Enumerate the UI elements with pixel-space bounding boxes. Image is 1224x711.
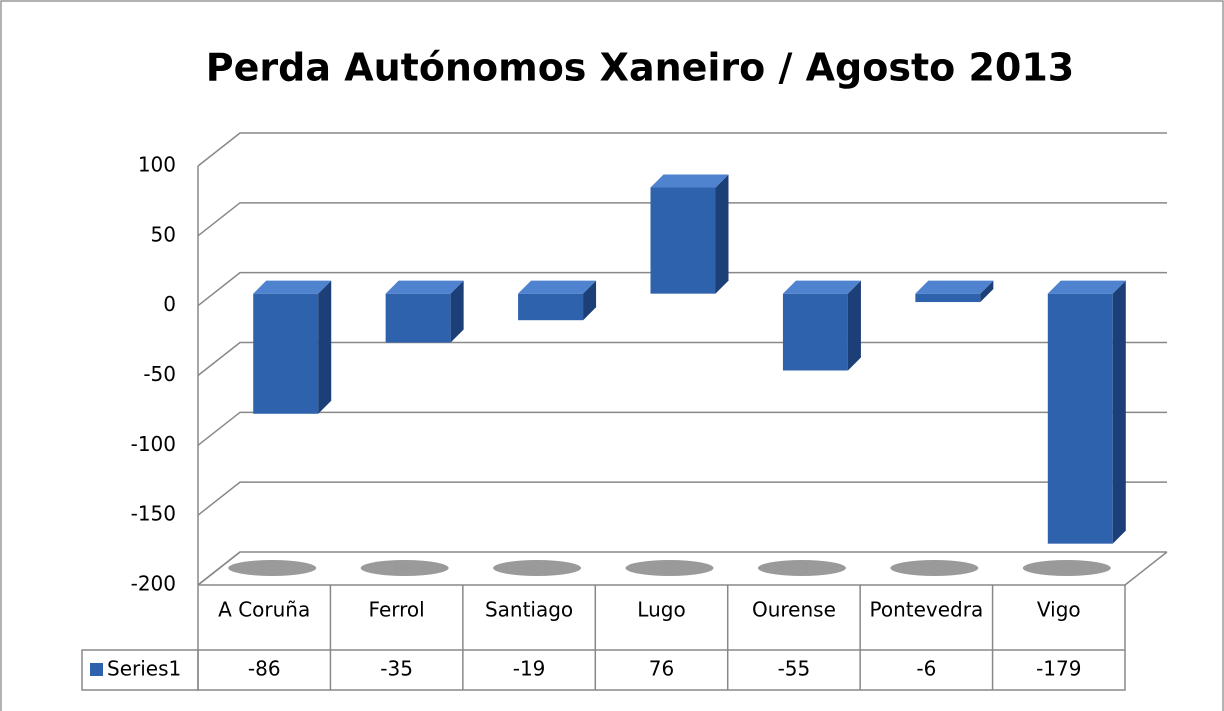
y-tick-label: 50 bbox=[151, 222, 176, 246]
bar-top bbox=[518, 280, 597, 294]
floor-edge bbox=[1124, 551, 1168, 586]
table-value: -35 bbox=[380, 657, 413, 681]
legend-label: Series1 bbox=[107, 657, 181, 681]
x-tick-label: Ourense bbox=[752, 598, 836, 622]
x-tick-label: Pontevedra bbox=[869, 598, 983, 622]
legend-cell bbox=[81, 649, 199, 691]
bar-shadow bbox=[228, 560, 317, 576]
bar-side bbox=[980, 280, 994, 303]
bar bbox=[360, 280, 464, 576]
bar-top bbox=[782, 280, 861, 294]
x-tick-label: Santiago bbox=[485, 598, 573, 622]
x-tick-label: Lugo bbox=[637, 598, 685, 622]
bar-front bbox=[518, 293, 584, 321]
bar-shadow bbox=[360, 560, 449, 576]
grid-line bbox=[197, 551, 1167, 586]
y-tick-label: 0 bbox=[163, 292, 176, 316]
bar-shadow bbox=[757, 560, 846, 576]
bar-front bbox=[782, 293, 848, 371]
bar bbox=[890, 280, 994, 576]
table-value: -179 bbox=[1036, 657, 1081, 681]
grid-line bbox=[197, 481, 1167, 516]
bar-side bbox=[318, 280, 332, 414]
bar bbox=[625, 174, 729, 576]
grid-line bbox=[197, 202, 1167, 237]
bar-front bbox=[1047, 293, 1113, 544]
bar-front bbox=[253, 293, 319, 414]
bar-front bbox=[650, 187, 716, 294]
bar bbox=[493, 280, 597, 576]
grid-line bbox=[197, 271, 1167, 307]
table-value: 76 bbox=[649, 657, 674, 681]
y-tick-label: -150 bbox=[131, 502, 176, 526]
x-tick-label: Vigo bbox=[1037, 598, 1081, 622]
bar-top bbox=[1047, 280, 1126, 294]
bar-shadow bbox=[625, 560, 714, 576]
bar-side bbox=[847, 280, 861, 371]
bar-side bbox=[450, 280, 464, 343]
grid-line bbox=[197, 411, 1167, 446]
table-border bbox=[197, 585, 1126, 691]
table-value: -55 bbox=[778, 657, 811, 681]
y-tick-label: -100 bbox=[131, 432, 176, 456]
bar-shadow bbox=[1022, 560, 1111, 576]
y-tick-label: 100 bbox=[138, 153, 176, 177]
bar-top bbox=[915, 280, 994, 294]
grid-line bbox=[197, 132, 1167, 167]
y-tick-label: -200 bbox=[131, 572, 176, 596]
bar-top bbox=[650, 174, 729, 188]
bar-side bbox=[715, 174, 729, 294]
table-value: -19 bbox=[513, 657, 546, 681]
bar bbox=[757, 280, 861, 576]
bar bbox=[228, 280, 332, 576]
bar-side bbox=[583, 280, 597, 321]
bar-top bbox=[385, 280, 464, 294]
y-tick-label: -50 bbox=[143, 362, 176, 386]
x-tick-label: Ferrol bbox=[369, 598, 425, 622]
table-value: -6 bbox=[916, 657, 936, 681]
bar-side bbox=[1112, 280, 1126, 544]
bar-shadow bbox=[493, 560, 582, 576]
bar-shadow bbox=[890, 560, 979, 576]
chart-title: Perda Autónomos Xaneiro / Agosto 2013 bbox=[206, 46, 1074, 90]
x-tick-label: A Coruña bbox=[218, 598, 310, 622]
bar-front bbox=[385, 293, 451, 343]
legend-key bbox=[90, 663, 103, 676]
bar-front bbox=[915, 293, 981, 303]
bar-top bbox=[253, 280, 332, 294]
bar bbox=[1022, 280, 1126, 576]
table-value: -86 bbox=[248, 657, 281, 681]
